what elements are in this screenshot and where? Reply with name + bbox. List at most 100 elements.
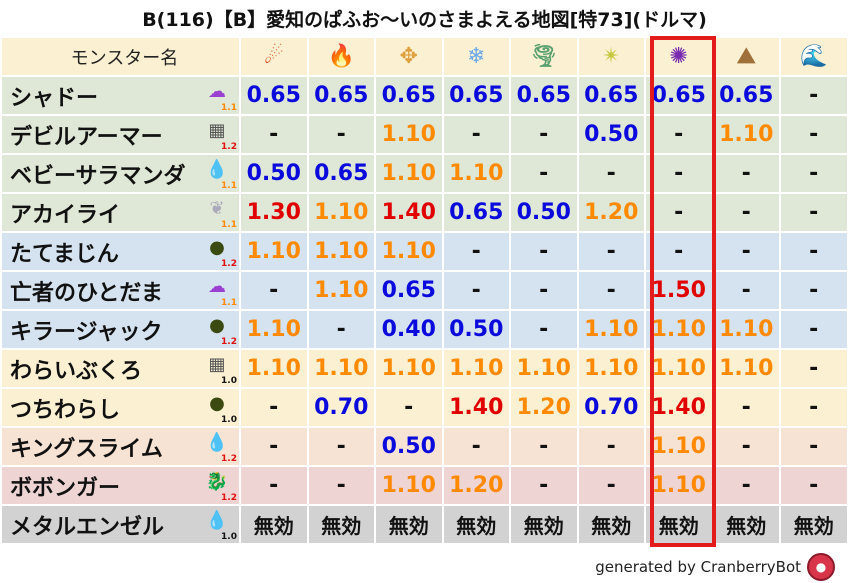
- resistance-value: -: [511, 467, 577, 504]
- monster-level: 1.2: [221, 454, 237, 464]
- monster-name-cell: ボボンガー 🐉 1.2: [2, 467, 239, 504]
- header-column-7[interactable]: ⛰: [713, 38, 779, 75]
- bagi-wind-icon: 🌪: [529, 44, 558, 69]
- resistance-value: 1.20: [511, 389, 577, 426]
- io-explosion-icon: ✥: [399, 44, 418, 69]
- resistance-value: 1.10: [376, 155, 442, 192]
- resistance-value: 1.10: [376, 233, 442, 270]
- monster-name: キラージャック: [10, 319, 163, 345]
- monster-name-cell: たてまじん ● 1.2: [2, 233, 239, 270]
- resistance-value: -: [511, 272, 577, 309]
- resistance-value: -: [578, 467, 644, 504]
- resistance-value: 1.50: [646, 272, 712, 309]
- resistance-value: 1.10: [241, 350, 307, 387]
- monster-name: キングスライム: [10, 436, 163, 462]
- resistance-value: 1.20: [578, 194, 644, 231]
- resistance-value: -: [713, 428, 779, 465]
- resistance-value: -: [578, 155, 644, 192]
- resistance-value: 無効: [308, 506, 374, 543]
- monster-name: メタルエンゼル: [10, 514, 165, 540]
- resistance-value: 1.10: [511, 350, 577, 387]
- resistance-value: 0.65: [443, 77, 509, 114]
- monster-level: 1.1: [221, 103, 237, 113]
- monster-name-cell: アカイライ ❦ 1.1: [2, 194, 239, 231]
- resistance-value: -: [578, 233, 644, 270]
- monster-level: 1.0: [221, 532, 237, 542]
- resistance-value: 0.70: [578, 389, 644, 426]
- resistance-value: -: [781, 272, 847, 309]
- resistance-value: -: [241, 428, 307, 465]
- header-column-0[interactable]: ☄: [241, 38, 307, 75]
- resistance-value: 1.20: [443, 467, 509, 504]
- resistance-value: -: [308, 467, 374, 504]
- header-column-6[interactable]: ✺: [646, 38, 712, 75]
- resistance-value: -: [713, 467, 779, 504]
- monster-level: 1.2: [221, 337, 237, 347]
- resistance-value: -: [713, 272, 779, 309]
- resistance-value: 無効: [713, 506, 779, 543]
- header-column-4[interactable]: 🌪: [511, 38, 577, 75]
- monster-level: 1.2: [221, 259, 237, 269]
- monster-level: 1.2: [221, 142, 237, 152]
- monster-level: 1.1: [221, 298, 237, 308]
- resistance-value: 無効: [241, 506, 307, 543]
- resistance-value: 0.65: [308, 77, 374, 114]
- monster-name: ボボンガー: [10, 475, 121, 501]
- resistance-value: 0.50: [241, 155, 307, 192]
- resistance-value: -: [578, 272, 644, 309]
- resistance-value: 1.10: [578, 311, 644, 348]
- monster-name: 亡者のひとだま: [10, 280, 163, 306]
- resistance-value: 1.10: [376, 350, 442, 387]
- resistance-value: -: [308, 428, 374, 465]
- resistance-value: 1.10: [578, 350, 644, 387]
- resistance-value: 1.40: [646, 389, 712, 426]
- resistance-value: -: [781, 233, 847, 270]
- resistance-value: 0.50: [376, 428, 442, 465]
- header-column-5[interactable]: ✴: [578, 38, 644, 75]
- monster-name-cell: デビルアーマー ▦ 1.2: [2, 116, 239, 153]
- resistance-value: 1.10: [308, 233, 374, 270]
- dragon-icon: 🐉: [205, 471, 229, 492]
- monster-name: アカイライ: [10, 202, 121, 228]
- highlight-column-frame: [650, 36, 716, 547]
- dein-light-icon: ✴: [602, 44, 621, 69]
- slime-icon: 💧: [205, 510, 229, 531]
- resistance-value: 0.65: [578, 77, 644, 114]
- ghost-icon: ●: [209, 237, 225, 258]
- resistance-value: -: [781, 389, 847, 426]
- doruma-dark-icon: ✺: [669, 44, 688, 69]
- monster-name-cell: メタルエンゼル 💧 1.0: [2, 506, 239, 543]
- resistance-value: -: [781, 194, 847, 231]
- header-column-1[interactable]: 🔥: [308, 38, 374, 75]
- resistance-value: 1.10: [646, 467, 712, 504]
- resistance-value: -: [578, 428, 644, 465]
- header-column-8[interactable]: 🌊: [781, 38, 847, 75]
- monster-name: つちわらし: [10, 397, 121, 423]
- monster-name: デビルアーマー: [10, 124, 163, 150]
- resistance-value: -: [646, 116, 712, 153]
- resistance-value: -: [443, 272, 509, 309]
- monster-level: 1.0: [221, 415, 237, 425]
- resistance-value: -: [781, 116, 847, 153]
- gira-flame-icon: 🔥: [327, 44, 355, 69]
- resistance-value: 0.65: [376, 272, 442, 309]
- resistance-value: 0.50: [511, 194, 577, 231]
- resistance-value: 1.10: [713, 311, 779, 348]
- resistance-value: 1.30: [241, 194, 307, 231]
- resistance-value: 1.10: [308, 350, 374, 387]
- header-column-2[interactable]: ✥: [376, 38, 442, 75]
- resistance-value: 1.40: [376, 194, 442, 231]
- monster-name-cell: 亡者のひとだま ☁ 1.1: [2, 272, 239, 309]
- ghost-icon: ●: [209, 315, 225, 336]
- resistance-value: 1.10: [443, 155, 509, 192]
- resistance-value: -: [781, 311, 847, 348]
- resistance-value: 1.10: [308, 272, 374, 309]
- resistance-value: 1.10: [713, 350, 779, 387]
- resistance-value: -: [443, 116, 509, 153]
- resistance-value: -: [443, 233, 509, 270]
- header-column-3[interactable]: ❄: [443, 38, 509, 75]
- resistance-value: 無効: [578, 506, 644, 543]
- resistance-value: 無効: [376, 506, 442, 543]
- footer-text: generated by CranberryBot: [595, 558, 801, 576]
- resistance-value: -: [511, 116, 577, 153]
